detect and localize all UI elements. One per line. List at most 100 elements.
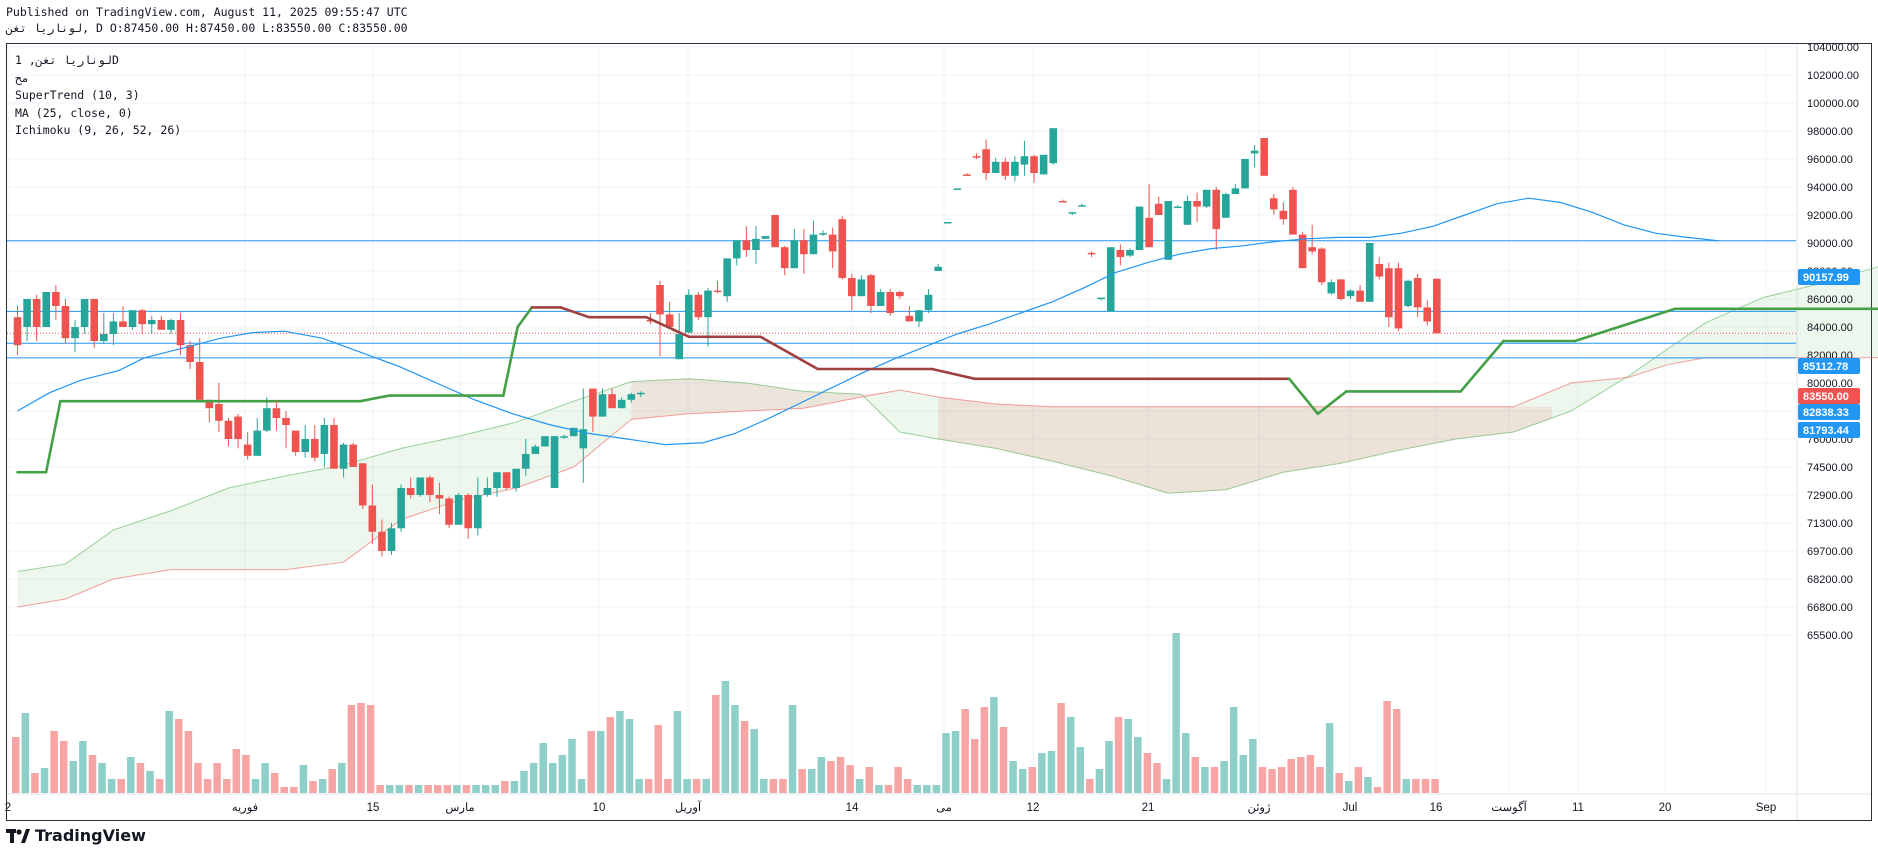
volume-bar (1105, 741, 1113, 793)
candle-body (991, 161, 1000, 173)
legend-ichimoku[interactable]: Ichimoku (9, 26, 52, 26) (15, 123, 182, 137)
candle-body (445, 498, 453, 525)
volume-bar (971, 739, 979, 793)
candle-body (215, 404, 223, 421)
volume-bar (280, 787, 289, 793)
footer: TradingView (6, 826, 146, 845)
candle-body (195, 362, 204, 400)
volume-bar (1287, 759, 1295, 793)
supertrend-line (759, 335, 819, 371)
volume-bar (865, 767, 874, 793)
legend-symbol[interactable]: لوناریا تغن, 1D (15, 53, 119, 67)
volume-bar (683, 779, 691, 793)
volume-bar (213, 763, 221, 793)
candle-body (742, 240, 751, 250)
x-tick-label: 2 (5, 802, 11, 814)
candle-body (1260, 138, 1268, 176)
volume-bar (184, 731, 193, 793)
volume-bar (1249, 739, 1257, 793)
volume-bar (1066, 717, 1075, 793)
price-label: 90157.99 (1803, 272, 1849, 284)
candle-body (1346, 290, 1355, 297)
candle-body (943, 222, 952, 224)
volume-bar (596, 731, 605, 793)
volume-bar (12, 737, 20, 793)
volume-bar (395, 785, 404, 793)
candle-body (426, 477, 434, 495)
candle-body (646, 320, 655, 322)
volume-bar (1364, 777, 1372, 793)
x-tick-label: 12 (1027, 802, 1040, 814)
candle-body (1106, 247, 1115, 312)
candle-body (282, 418, 290, 425)
volume-bar (568, 739, 576, 793)
candle-body (1423, 307, 1432, 322)
candle-body (1375, 264, 1384, 277)
volume-bar (1268, 769, 1276, 793)
legend-supertrend[interactable]: SuperTrend (10, 3) (15, 88, 140, 102)
volume-bar (923, 785, 931, 793)
volume-bar (443, 785, 452, 793)
volume-bar (1038, 753, 1046, 793)
candle-body (541, 436, 549, 447)
candle-body (675, 334, 684, 360)
volume-bar (692, 779, 701, 793)
legend-ma[interactable]: MA (25, close, 0) (15, 105, 133, 120)
volume-bar (1181, 733, 1190, 793)
candle-body (13, 317, 22, 346)
candle-body (52, 292, 60, 306)
candle-body (157, 320, 166, 330)
y-tick-label: 96000.00 (1807, 154, 1853, 166)
candle-body (637, 392, 645, 395)
volume-bar (1431, 779, 1439, 793)
volume-bar (664, 779, 672, 793)
legend-symbol-secondary: مح (15, 70, 29, 85)
volume-bar (1297, 757, 1305, 793)
y-tick-label: 80000.00 (1807, 378, 1853, 390)
volume-bar (529, 763, 538, 793)
y-tick-label: 69700.00 (1807, 546, 1853, 558)
volume-bar (1047, 751, 1056, 793)
candle-body (924, 294, 933, 311)
volume-bar (712, 695, 720, 793)
candle-body (521, 453, 530, 469)
candle-body (1126, 250, 1134, 256)
candle-body (1183, 201, 1192, 225)
candle-body (1202, 189, 1211, 207)
footer-brand[interactable]: TradingView (35, 826, 146, 845)
volume-bar (990, 697, 998, 793)
candle-body (1011, 161, 1019, 176)
volume-bar (644, 779, 653, 793)
supertrend-line (44, 399, 62, 474)
volume-bar (40, 768, 49, 793)
candle-body (761, 236, 770, 239)
x-tick-label: مارس (445, 801, 474, 814)
volume-bar (577, 779, 586, 793)
candle-body (713, 290, 722, 293)
candle-body (1298, 234, 1307, 269)
candle-body (771, 215, 779, 248)
volume-bar (846, 765, 854, 793)
x-tick-label: 15 (367, 802, 380, 814)
candle-body (1241, 159, 1249, 189)
volume-bar (309, 781, 317, 793)
volume-bar (136, 763, 145, 793)
candle-body (1154, 203, 1163, 215)
supertrend-line (1573, 307, 1677, 343)
volume-bar (1153, 763, 1161, 793)
candle-body (1212, 189, 1221, 229)
volume-bar (261, 763, 269, 793)
y-tick-label: 102000.00 (1807, 70, 1859, 82)
candle-body (1337, 279, 1345, 299)
candle-body (349, 444, 357, 467)
volume-bar (1345, 781, 1353, 793)
volume-bar (146, 771, 154, 793)
ichimoku-cloud-bearish (938, 397, 1552, 494)
volume-bar (242, 755, 250, 793)
x-tick-label: فوریه (232, 802, 258, 814)
volume-bar (386, 785, 394, 793)
candle-body (1164, 201, 1173, 260)
volume-bar (107, 779, 116, 793)
candle-body (128, 310, 137, 327)
